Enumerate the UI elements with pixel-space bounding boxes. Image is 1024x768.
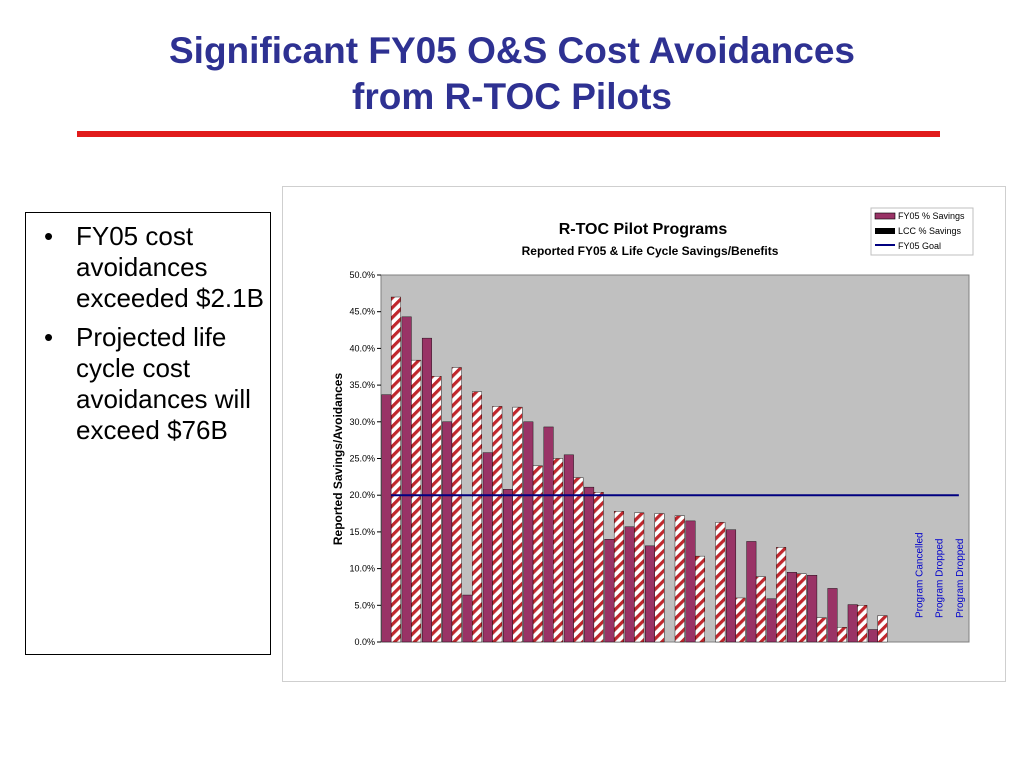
bar-lcc-savings <box>634 512 645 643</box>
legend-lcc-swatch <box>875 228 895 234</box>
annotation-label: Program Dropped <box>955 539 966 618</box>
bar-lcc-savings <box>390 296 401 643</box>
bar-lcc-savings <box>735 597 746 643</box>
bar-fy05-savings <box>442 421 453 643</box>
annotations-group: Program Cancelled Program Dropped Program … <box>914 532 966 618</box>
bar-lcc-savings <box>755 576 766 643</box>
y-tick-label: 5.0% <box>354 600 375 610</box>
bar-lcc-savings <box>654 513 665 643</box>
bar-fy05-savings <box>381 394 392 643</box>
bar-fy05-savings <box>462 594 473 643</box>
bar-lcc-savings <box>674 515 685 643</box>
slide-title-line-1: Significant FY05 O&S Cost Avoidances <box>168 30 856 71</box>
bar-fy05-savings <box>563 454 574 643</box>
chart-title: R-TOC Pilot Programs <box>559 221 728 238</box>
bar-fy05-savings <box>644 545 655 643</box>
bar-fy05-savings <box>766 598 777 643</box>
chart-frame: R-TOC Pilot Programs Reported FY05 & Lif… <box>282 186 1006 682</box>
legend-fy05-label: FY05 % Savings <box>898 211 965 221</box>
bar-lcc-savings <box>715 522 726 643</box>
legend-fy05-swatch <box>874 212 896 220</box>
bar-fy05-savings <box>604 539 615 643</box>
bullet-marker: • <box>44 322 54 352</box>
y-tick-label: 20.0% <box>349 490 375 500</box>
bar-fy05-savings <box>503 489 513 643</box>
bar-lcc-savings <box>837 627 847 643</box>
slide-title: Significant FY05 O&S Cost Avoidances fro… <box>0 28 1024 120</box>
bullet-item-fy05: • FY05 cost avoidances exceeded $2.1B <box>26 221 270 314</box>
bar-fy05-savings <box>746 541 757 643</box>
bar-lcc-savings <box>411 359 422 643</box>
bar-fy05-savings <box>847 604 858 643</box>
bar-lcc-savings <box>573 477 584 643</box>
bar-fy05-savings <box>807 575 818 643</box>
y-tick-label: 35.0% <box>349 380 375 390</box>
y-tick-label: 30.0% <box>349 417 375 427</box>
bar-fy05-savings <box>786 572 797 643</box>
annotation-label: Program Dropped <box>935 539 946 618</box>
y-tick-label: 50.0% <box>349 270 375 280</box>
bar-fy05-savings <box>523 421 534 643</box>
bar-lcc-savings <box>613 511 624 643</box>
bar-lcc-savings <box>816 617 827 643</box>
bar-fy05-savings <box>482 452 493 643</box>
bar-fy05-savings <box>401 316 412 643</box>
bar-fy05-savings <box>624 526 635 643</box>
chart-subtitle: Reported FY05 & Life Cycle Savings/Benef… <box>522 244 779 258</box>
y-tick-label: 25.0% <box>349 454 375 464</box>
bar-lcc-savings <box>796 573 807 643</box>
chart-svg: R-TOC Pilot Programs Reported FY05 & Lif… <box>331 207 974 647</box>
annotation-label: Program Cancelled <box>914 532 925 618</box>
bullet-text-fy05: FY05 cost avoidances exceeded $2.1B <box>76 221 264 313</box>
bar-lcc-savings <box>695 555 706 643</box>
legend-goal-label: FY05 Goal <box>898 241 941 251</box>
slide-title-line-2: from R-TOC Pilots <box>352 76 672 117</box>
legend-lcc-label: LCC % Savings <box>898 226 962 236</box>
bar-lcc-savings <box>877 615 888 643</box>
y-axis: 0.0% 5.0% 10.0% 15.0% 20.0% 25.0% 30.0% 35.0% 40… <box>349 270 381 647</box>
bullet-list: • FY05 cost avoidances exceeded $2.1B • … <box>26 213 270 446</box>
bar-fy05-savings <box>726 529 737 643</box>
y-tick-label: 0.0% <box>354 637 375 647</box>
y-tick-label: 10.0% <box>349 564 375 574</box>
bar-lcc-savings <box>512 406 523 643</box>
bars-group <box>381 296 888 643</box>
bar-lcc-savings <box>451 367 462 643</box>
bar-lcc-savings <box>776 547 787 643</box>
bar-lcc-savings <box>431 376 442 643</box>
y-axis-label: Reported Savings/Avoidances <box>331 373 345 546</box>
bullet-text-lcc: Projected life cycle cost avoidances wil… <box>76 322 251 445</box>
title-underline-rule <box>77 131 940 137</box>
bar-lcc-savings <box>532 465 543 643</box>
y-tick-label: 40.0% <box>349 343 375 353</box>
bar-fy05-savings <box>584 486 595 643</box>
bar-fy05-savings <box>543 426 554 643</box>
bullet-marker: • <box>44 221 54 251</box>
bullet-item-lcc: • Projected life cycle cost avoidances w… <box>26 322 270 446</box>
bar-fy05-savings <box>868 629 878 643</box>
bar-fy05-savings <box>421 337 432 643</box>
bar-lcc-savings <box>857 605 868 643</box>
bar-lcc-savings <box>472 391 482 643</box>
chart-legend: FY05 % Savings LCC % Savings FY05 Goal <box>870 207 974 256</box>
bar-lcc-savings <box>492 406 503 643</box>
bar-fy05-savings <box>685 520 696 643</box>
bullet-text-box: • FY05 cost avoidances exceeded $2.1B • … <box>25 212 271 655</box>
bar-lcc-savings <box>593 492 604 643</box>
y-tick-label: 15.0% <box>349 527 375 537</box>
y-tick-label: 45.0% <box>349 307 375 317</box>
bar-lcc-savings <box>553 458 564 643</box>
bar-fy05-savings <box>827 588 838 643</box>
